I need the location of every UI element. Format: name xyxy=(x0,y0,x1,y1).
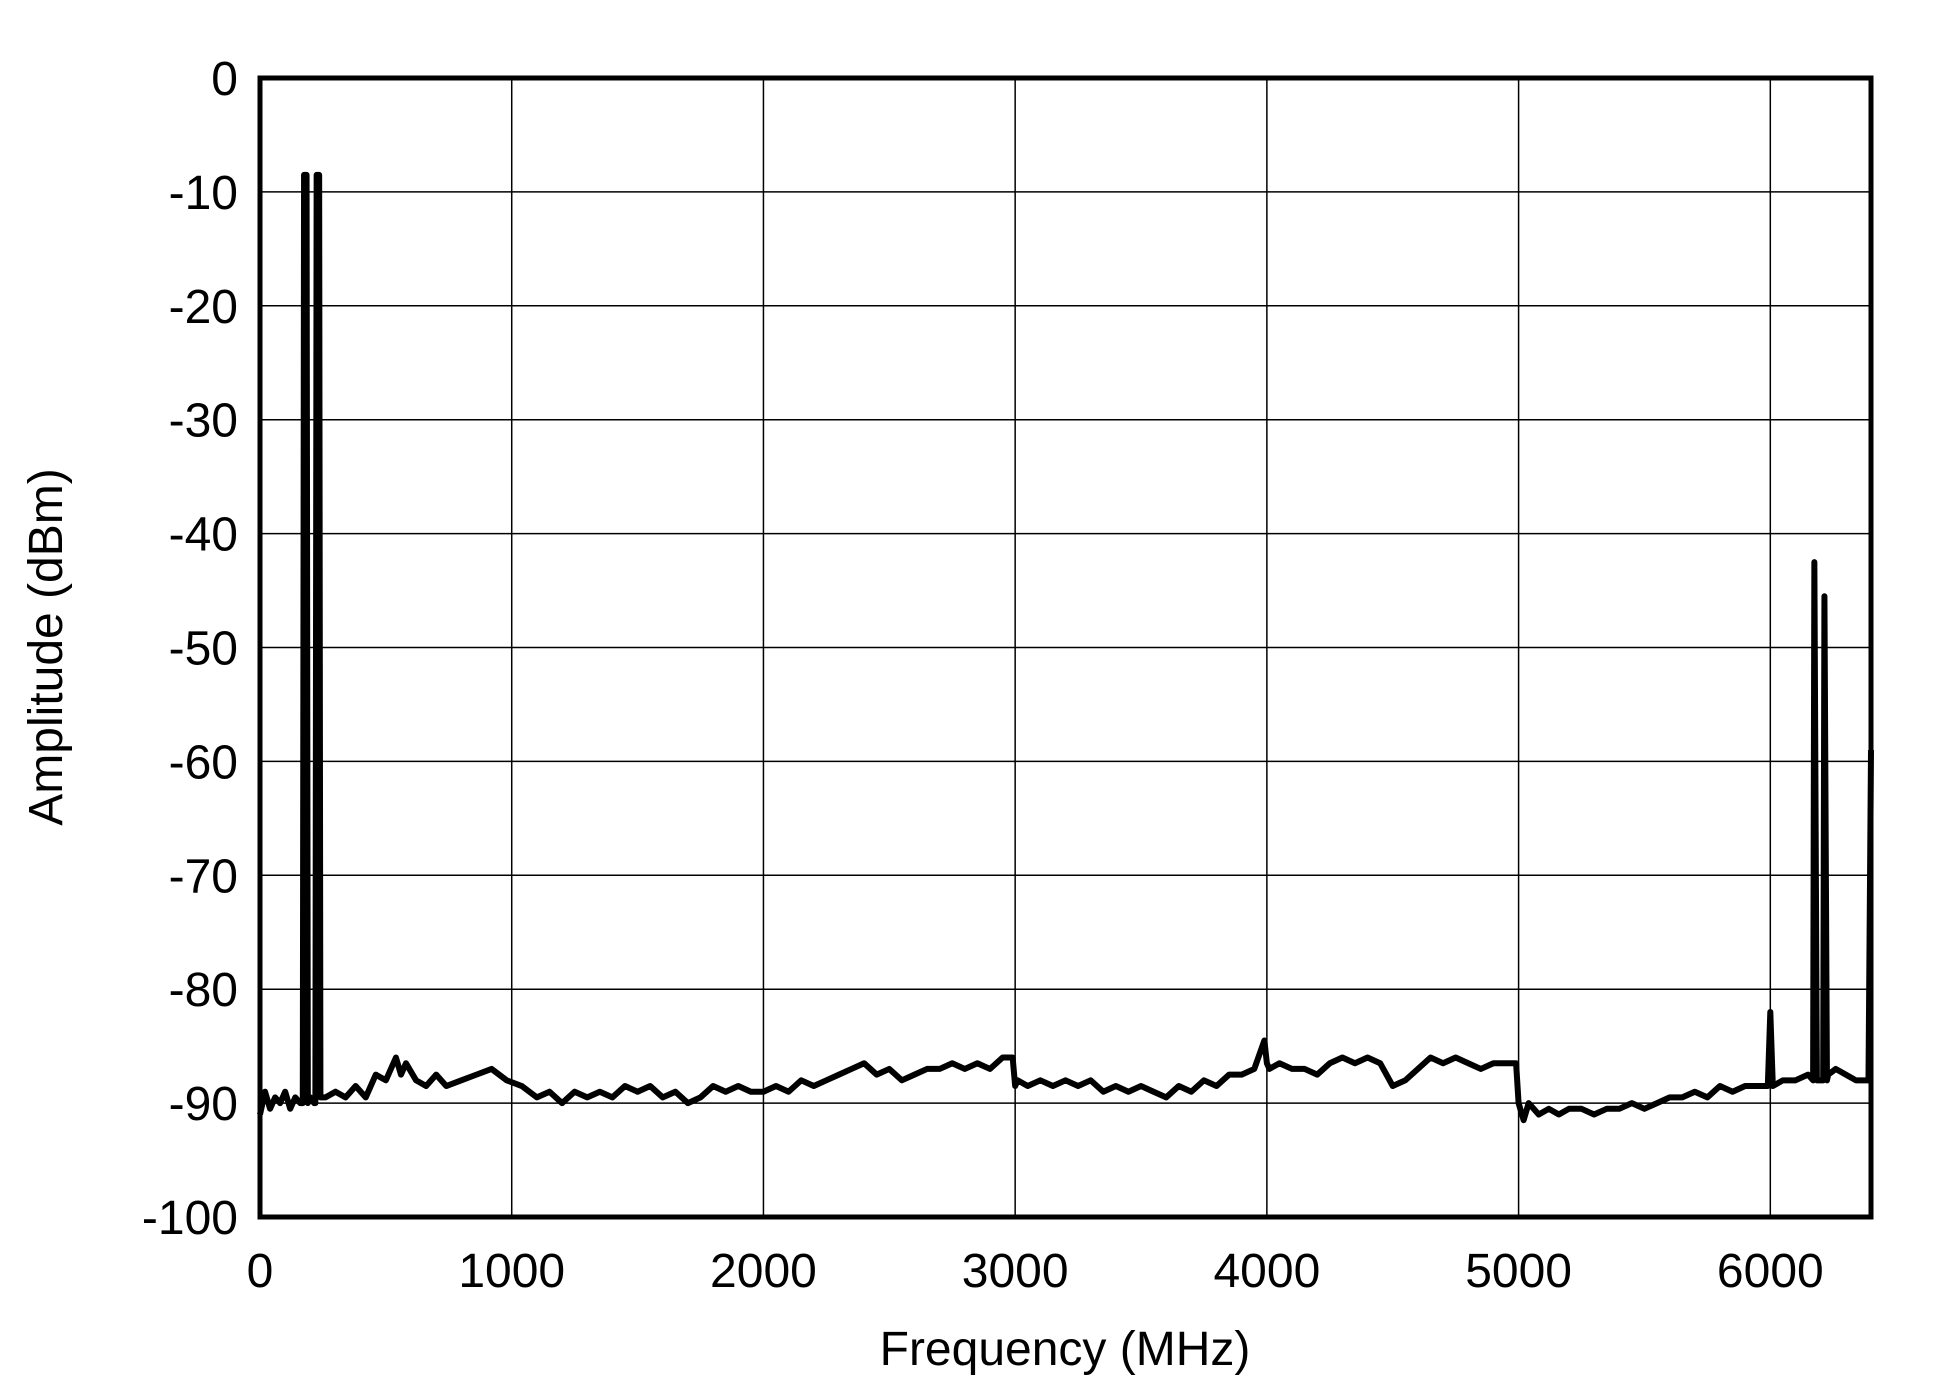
y-tick-label: -80 xyxy=(169,964,238,1017)
spectrum-line xyxy=(257,171,1874,1124)
y-tick-label: -90 xyxy=(169,1078,238,1131)
x-tick-label: 6000 xyxy=(1717,1245,1824,1298)
y-tick-label: -10 xyxy=(169,167,238,220)
y-tick-label: -20 xyxy=(169,281,238,334)
y-tick-label: -30 xyxy=(169,395,238,448)
x-tick-label: 1000 xyxy=(458,1245,565,1298)
plot-frame xyxy=(257,75,1874,1220)
y-tick-label: -100 xyxy=(142,1192,238,1245)
x-axis-title: Frequency (MHz) xyxy=(880,1323,1251,1376)
y-tick-label: -60 xyxy=(169,736,238,789)
x-tick-label: 5000 xyxy=(1465,1245,1572,1298)
x-tick-label: 0 xyxy=(247,1245,274,1298)
y-tick-label: 0 xyxy=(211,53,238,106)
y-tick-label: -70 xyxy=(169,850,238,903)
y-axis-title: Amplitude (dBm) xyxy=(20,468,73,825)
x-tick-label: 2000 xyxy=(710,1245,817,1298)
y-tick-label: -50 xyxy=(169,623,238,676)
x-tick-label: 4000 xyxy=(1213,1245,1320,1298)
y-tick-label: -40 xyxy=(169,509,238,562)
x-tick-label: 3000 xyxy=(962,1245,1069,1298)
